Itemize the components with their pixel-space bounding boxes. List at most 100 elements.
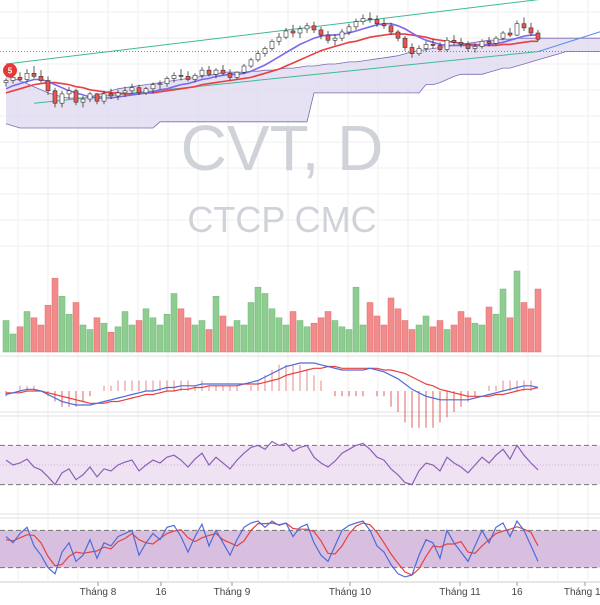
candle[interactable] (402, 36, 408, 51)
candle[interactable] (360, 14, 366, 25)
volume-bar[interactable] (499, 288, 507, 353)
volume-bar[interactable] (303, 326, 311, 353)
candle[interactable] (234, 71, 240, 80)
event-marker[interactable]: 5 (3, 63, 17, 78)
candle[interactable] (500, 30, 506, 41)
volume-bar[interactable] (219, 315, 227, 353)
candle[interactable] (80, 95, 86, 108)
volume-bar[interactable] (485, 306, 493, 353)
candle[interactable] (346, 23, 352, 36)
candle[interactable] (367, 12, 373, 23)
volume-bar[interactable] (366, 302, 374, 353)
candle[interactable] (416, 45, 422, 56)
volume-bar[interactable] (30, 317, 38, 353)
volume-bar[interactable] (373, 315, 381, 353)
candle[interactable] (297, 25, 303, 39)
candle[interactable] (255, 50, 261, 62)
candle[interactable] (101, 90, 107, 105)
volume-bar[interactable] (345, 329, 353, 353)
volume-bar[interactable] (436, 320, 444, 353)
volume-bar[interactable] (450, 324, 458, 353)
volume-bar[interactable] (156, 324, 164, 353)
volume-bar[interactable] (387, 297, 395, 353)
volume-bar[interactable] (359, 324, 367, 353)
candle[interactable] (507, 27, 513, 38)
candle[interactable] (521, 17, 527, 31)
volume-bar[interactable] (275, 317, 283, 353)
volume-bar[interactable] (93, 317, 101, 353)
volume-bar[interactable] (23, 311, 31, 353)
volume-bar[interactable] (513, 270, 521, 353)
candle[interactable] (430, 39, 436, 49)
candle[interactable] (220, 65, 226, 76)
candle[interactable] (52, 87, 58, 108)
volume-bar[interactable] (338, 326, 346, 353)
volume-bar[interactable] (37, 324, 45, 353)
volume-bar[interactable] (58, 295, 66, 353)
volume-bar[interactable] (331, 320, 339, 353)
volume-bar[interactable] (2, 320, 10, 353)
volume-bar[interactable] (506, 317, 514, 353)
volume-bar[interactable] (9, 333, 17, 353)
candle[interactable] (31, 66, 37, 79)
volume-bar[interactable] (457, 311, 465, 353)
candle[interactable] (129, 83, 135, 94)
candle[interactable] (17, 72, 23, 82)
volume-bar[interactable] (520, 302, 528, 353)
volume-bar[interactable] (478, 324, 486, 353)
volume-bar[interactable] (72, 302, 80, 353)
volume-bar[interactable] (184, 317, 192, 353)
candle[interactable] (150, 82, 156, 93)
volume-bar[interactable] (65, 313, 73, 353)
trend-line[interactable] (537, 0, 600, 53)
candle[interactable] (122, 86, 128, 98)
candle[interactable] (486, 37, 492, 47)
candle[interactable] (73, 88, 79, 106)
volume-bar[interactable] (317, 317, 325, 353)
volume-bar[interactable] (429, 326, 437, 353)
candle[interactable] (178, 69, 184, 81)
volume-bar[interactable] (100, 322, 108, 353)
candle[interactable] (143, 86, 149, 95)
volume-bar[interactable] (415, 324, 423, 353)
candle[interactable] (94, 92, 100, 105)
volume-bar[interactable] (177, 308, 185, 353)
candle[interactable] (213, 68, 219, 79)
candle[interactable] (458, 38, 464, 48)
volume-bar[interactable] (233, 320, 241, 353)
volume-bar[interactable] (240, 324, 248, 353)
volume-bar[interactable] (380, 324, 388, 353)
candle[interactable] (171, 72, 177, 83)
candle[interactable] (444, 37, 450, 52)
volume-bar[interactable] (310, 322, 318, 353)
candle[interactable] (248, 57, 254, 69)
candle[interactable] (339, 28, 345, 42)
candle[interactable] (136, 84, 142, 95)
candle[interactable] (290, 24, 296, 38)
volume-bar[interactable] (86, 329, 94, 353)
volume-bar[interactable] (254, 286, 262, 353)
candle[interactable] (199, 67, 205, 79)
candle[interactable] (353, 18, 359, 30)
volume-bar[interactable] (128, 324, 136, 353)
volume-bar[interactable] (135, 320, 143, 353)
volume-bar[interactable] (471, 322, 479, 353)
candle[interactable] (451, 35, 457, 46)
candle[interactable] (164, 76, 170, 87)
candle[interactable] (374, 15, 380, 27)
volume-bar[interactable] (443, 329, 451, 353)
volume-bar[interactable] (352, 286, 360, 353)
volume-bar[interactable] (44, 304, 52, 353)
candle[interactable] (493, 36, 499, 46)
volume-bar[interactable] (226, 326, 234, 353)
candle[interactable] (381, 18, 387, 29)
volume-bar[interactable] (394, 308, 402, 353)
rsi-panel[interactable] (0, 440, 600, 486)
candle[interactable] (185, 71, 191, 82)
volume-bar[interactable] (198, 320, 206, 353)
volume-bar[interactable] (534, 288, 542, 353)
volume-panel[interactable] (2, 270, 542, 353)
candle[interactable] (276, 33, 282, 46)
volume-bar[interactable] (170, 293, 178, 353)
candle[interactable] (59, 90, 65, 108)
